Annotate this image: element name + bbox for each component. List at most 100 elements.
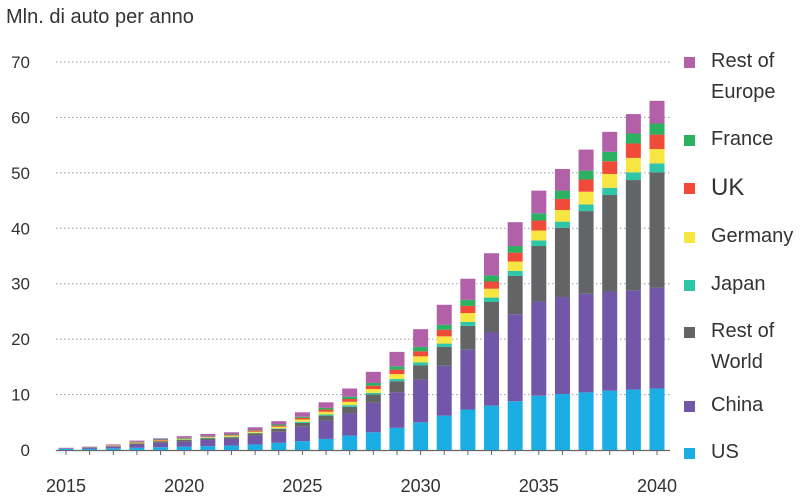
legend-label: China <box>711 394 764 416</box>
bar-segment-rest-of-europe <box>602 131 618 152</box>
bar-segment-germany <box>389 374 405 380</box>
bar-segment-rest-of-europe <box>507 222 523 247</box>
legend-item-rest-of-world: Rest of World <box>684 320 774 378</box>
bar-segment-japan <box>294 421 310 423</box>
bar-segment-uk <box>247 430 263 432</box>
bar-segment-china <box>200 440 216 447</box>
bar-segment-france <box>153 439 169 441</box>
bar-segment-rest-of-europe <box>200 433 216 437</box>
bar-segment-china <box>223 438 239 446</box>
bar-segment-rest-of-europe <box>318 402 334 408</box>
legend: Rest of Europe France UK Germany Japan R… <box>684 0 800 497</box>
bar-segment-germany <box>271 426 287 429</box>
bar-segment-japan <box>342 405 358 407</box>
bar-segment-uk <box>578 179 594 192</box>
bar-segment-france <box>247 430 263 431</box>
bar-segment-uk <box>484 281 500 289</box>
bar-segment-rest-of-europe <box>365 371 381 383</box>
bar-segment-china <box>531 301 547 396</box>
x-tick-label: 2030 <box>401 476 441 496</box>
bar-segment-france <box>460 299 476 306</box>
bar-segment-china <box>294 426 310 442</box>
bar-segment-rest-of-world <box>554 227 570 298</box>
bar-segment-rest-of-europe <box>554 168 570 191</box>
bar-segment-rest-of-world <box>247 433 263 436</box>
bar-segment-rest-of-world <box>602 195 618 292</box>
bar-segment-germany <box>484 288 500 298</box>
bar-segment-france <box>318 407 334 410</box>
bar-segment-uk <box>318 409 334 412</box>
bar-segment-rest-of-europe <box>460 278 476 300</box>
bar-segment-us <box>578 392 594 450</box>
bar-segment-rest-of-world <box>436 346 452 366</box>
y-tick-label: 10 <box>11 386 30 405</box>
bar-segment-china <box>554 297 570 395</box>
y-tick-label: 50 <box>11 164 30 183</box>
bar-segment-us <box>602 390 618 450</box>
bar-segment-china <box>602 291 618 391</box>
bar-segment-china <box>507 314 523 402</box>
legend-label: Germany <box>711 225 794 247</box>
bar-segment-china <box>578 293 594 393</box>
bar-segment-japan <box>223 436 239 438</box>
bar-segment-france <box>413 346 429 352</box>
bar-segment-germany <box>365 389 381 393</box>
bar-segment-china <box>105 446 121 449</box>
bar-segment-us <box>389 427 405 450</box>
bar-segment-us <box>365 432 381 450</box>
bar-segment-china <box>460 349 476 410</box>
legend-label: UK <box>711 174 745 201</box>
bar-segment-france <box>389 366 405 370</box>
bar-segment-us <box>200 446 216 450</box>
bar-segment-us <box>460 409 476 450</box>
bar-segment-germany <box>625 157 641 173</box>
bar-segment-rest-of-world <box>413 365 429 380</box>
bar-segment-rest-of-europe <box>153 438 169 440</box>
bar-segment-rest-of-world <box>460 325 476 350</box>
bar-segment-rest-of-europe <box>625 114 641 134</box>
bar-segment-uk <box>460 305 476 314</box>
legend-label: US <box>711 441 739 463</box>
bar-segment-japan <box>247 432 263 434</box>
bar-segment-us <box>129 447 145 450</box>
y-tick-label: 40 <box>11 219 30 238</box>
bar-segment-rest-of-world <box>82 447 98 448</box>
bar-segment-france <box>200 436 216 437</box>
bar-segment-uk <box>342 399 358 402</box>
bar-segment-rest-of-europe <box>58 447 74 449</box>
legend-swatch <box>684 232 695 243</box>
bar-segment-germany <box>176 438 192 440</box>
legend-swatch <box>684 183 695 194</box>
bar-segment-japan <box>460 321 476 326</box>
bar-segment-rest-of-europe <box>176 436 192 438</box>
bar-segment-rest-of-world <box>294 422 310 427</box>
bar-segment-japan <box>413 362 429 366</box>
bar-segment-japan <box>271 428 287 429</box>
legend-item-germany: Germany <box>684 225 793 252</box>
bar-segment-japan <box>365 392 381 395</box>
bar-segment-rest-of-world <box>531 246 547 302</box>
bar-segment-uk <box>602 161 618 174</box>
bar-segment-france <box>531 213 547 221</box>
bar-segment-france <box>484 275 500 282</box>
bar-segment-rest-of-europe <box>413 329 429 347</box>
bar-segment-uk <box>129 442 145 443</box>
bar-segment-us <box>507 401 523 450</box>
bar-segment-france <box>223 434 239 436</box>
bar-segment-rest-of-world <box>271 428 287 432</box>
bar-segment-china <box>484 332 500 406</box>
bar-segment-rest-of-world <box>625 180 641 291</box>
bar-segment-rest-of-europe <box>578 149 594 171</box>
bar-segment-uk <box>223 435 239 436</box>
bar-segment-rest-of-europe <box>82 446 98 448</box>
bar-segment-rest-of-world <box>318 415 334 421</box>
bar-segment-us <box>436 415 452 450</box>
legend-label: Japan <box>711 273 766 295</box>
bar-segment-france <box>602 151 618 162</box>
bar-segment-uk <box>625 143 641 158</box>
bar-segment-us <box>342 435 358 450</box>
bar-segment-us <box>294 441 310 450</box>
bar-segment-rest-of-world <box>200 438 216 441</box>
bar-segment-france <box>625 133 641 144</box>
